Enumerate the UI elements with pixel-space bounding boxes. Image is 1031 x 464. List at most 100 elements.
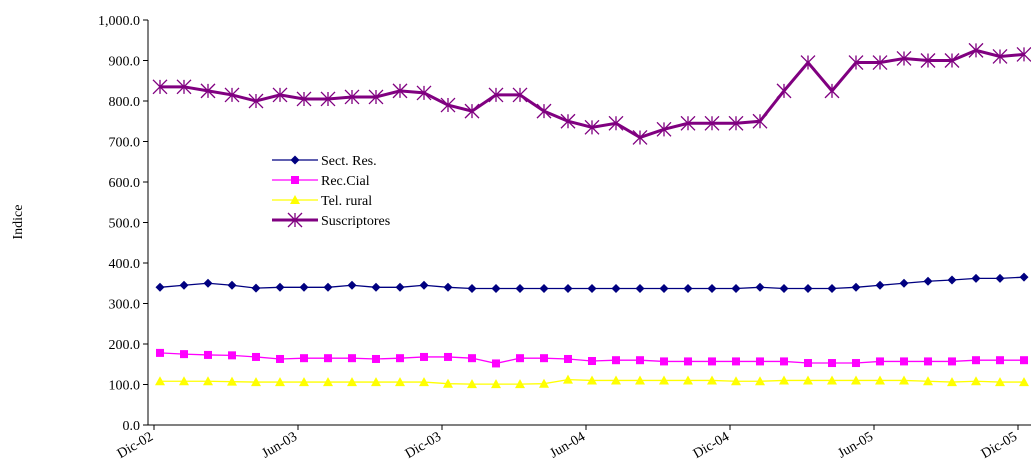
- y-tick-label: 600.0: [109, 176, 141, 191]
- data-point: [227, 376, 237, 386]
- data-point: [371, 282, 381, 292]
- data-point: [852, 359, 860, 368]
- data-point: [704, 115, 720, 131]
- data-point: [395, 377, 405, 387]
- data-point: [851, 375, 861, 385]
- data-point: [612, 356, 620, 365]
- data-point: [804, 359, 812, 368]
- x-tick-label: Jun-05: [835, 429, 876, 461]
- data-point: [536, 103, 552, 119]
- data-point: [996, 356, 1004, 365]
- data-point: [656, 121, 672, 137]
- data-point: [708, 357, 716, 366]
- legend-label: Suscriptores: [321, 214, 390, 229]
- data-point: [756, 357, 764, 366]
- data-point: [396, 354, 404, 363]
- y-tick-label: 700.0: [109, 136, 141, 151]
- data-point: [1020, 356, 1028, 365]
- data-point: [419, 280, 429, 290]
- data-point: [275, 282, 285, 292]
- data-point: [971, 376, 981, 386]
- data-point: [611, 284, 621, 294]
- data-point: [588, 357, 596, 366]
- data-point: [971, 273, 981, 283]
- data-point: [299, 377, 309, 387]
- data-point: [827, 284, 837, 294]
- legend-label: Sect. Res.: [321, 154, 377, 169]
- data-point: [323, 282, 333, 292]
- data-point: [995, 273, 1005, 283]
- data-point: [251, 377, 261, 387]
- data-point: [828, 359, 836, 368]
- data-point: [899, 375, 909, 385]
- data-point: [539, 378, 549, 388]
- data-point: [923, 276, 933, 286]
- data-point: [275, 377, 285, 387]
- data-point: [1019, 272, 1029, 282]
- data-point: [296, 91, 312, 107]
- data-point: [632, 129, 648, 145]
- data-point: [491, 284, 501, 294]
- data-point: [320, 91, 336, 107]
- data-point: [200, 83, 216, 99]
- data-point: [972, 356, 980, 365]
- data-point: [467, 379, 477, 389]
- data-point: [900, 357, 908, 366]
- legend-marker: [291, 176, 299, 184]
- data-point: [368, 89, 384, 105]
- data-point: [372, 354, 380, 363]
- data-point: [488, 87, 504, 103]
- data-point: [992, 48, 1008, 64]
- data-point: [152, 79, 168, 95]
- y-tick-label: 200.0: [109, 338, 141, 353]
- data-point: [155, 376, 165, 386]
- data-point: [755, 376, 765, 386]
- data-point: [824, 83, 840, 99]
- data-point: [324, 354, 332, 363]
- data-point: [1019, 377, 1029, 387]
- data-point: [344, 89, 360, 105]
- data-point: [179, 280, 189, 290]
- data-point: [512, 87, 528, 103]
- y-tick-label: 0.0: [123, 419, 141, 434]
- data-point: [779, 284, 789, 294]
- data-point: [659, 375, 669, 385]
- data-point: [300, 354, 308, 363]
- data-point: [731, 284, 741, 294]
- data-point: [924, 357, 932, 366]
- data-point: [875, 280, 885, 290]
- legend-label: Tel. rural: [321, 194, 372, 209]
- data-point: [227, 280, 237, 290]
- data-point: [228, 351, 236, 360]
- data-point: [755, 282, 765, 292]
- data-point: [180, 350, 188, 359]
- data-point: [203, 376, 213, 386]
- data-point: [252, 352, 260, 361]
- data-point: [516, 354, 524, 363]
- data-point: [1016, 46, 1031, 62]
- data-point: [800, 55, 816, 70]
- data-point: [563, 284, 573, 294]
- data-point: [440, 97, 456, 113]
- data-point: [395, 282, 405, 292]
- data-point: [684, 357, 692, 366]
- data-point: [248, 93, 264, 109]
- x-tick-label: Dic-02: [115, 429, 156, 461]
- data-point: [564, 354, 572, 363]
- data-point: [707, 284, 717, 294]
- data-point: [491, 379, 501, 389]
- data-point: [659, 284, 669, 294]
- data-point: [731, 376, 741, 386]
- data-point: [995, 377, 1005, 387]
- data-point: [416, 85, 432, 101]
- data-point: [179, 376, 189, 386]
- data-point: [776, 83, 792, 99]
- data-point: [611, 375, 621, 385]
- data-point: [944, 53, 960, 68]
- y-tick-label: 400.0: [109, 257, 141, 272]
- data-point: [752, 113, 768, 129]
- data-point: [464, 103, 480, 119]
- data-point: [584, 119, 600, 135]
- data-point: [539, 284, 549, 294]
